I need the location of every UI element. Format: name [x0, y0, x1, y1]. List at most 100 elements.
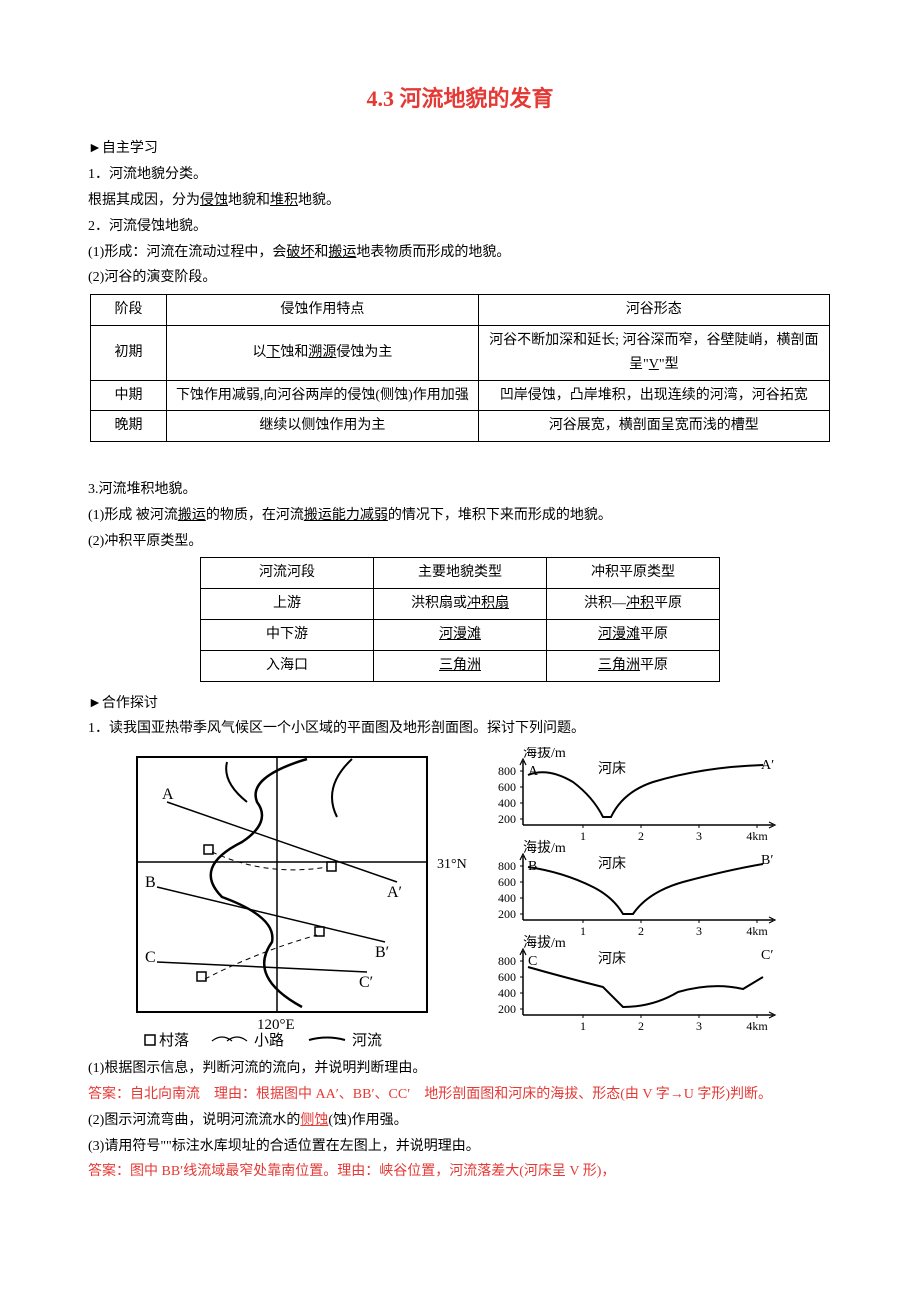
text: 地貌和 — [228, 193, 270, 208]
lat-label-container: 31°N — [441, 747, 479, 1047]
td: 三角洲平原 — [547, 650, 720, 681]
legend-river: 河流 — [352, 1032, 382, 1047]
underline: 冲积 — [626, 596, 654, 611]
underline: 堆积 — [270, 193, 298, 208]
svg-text:2: 2 — [638, 924, 644, 938]
text: "型 — [659, 357, 679, 372]
th: 冲积平原类型 — [547, 558, 720, 589]
underline-answer: 侧蚀 — [300, 1113, 328, 1128]
underline: 破坏 — [286, 245, 314, 260]
underline: 搬运能力减弱 — [304, 508, 388, 523]
text: (蚀)作用强。 — [328, 1113, 407, 1128]
a-1-1: 答案：自北向南流 理由：根据图中 AA′、BB′、CC′ 地形剖面图和河床的海拔… — [88, 1083, 860, 1107]
text: 蚀和 — [280, 345, 308, 360]
item-2-label: 2．河流侵蚀地貌。 — [88, 215, 860, 239]
deposition-types-table: 河流河段 主要地貌类型 冲积平原类型 上游 洪积扇或冲积扇 洪积—冲积平原 中下… — [200, 557, 720, 681]
text: 洪积— — [584, 596, 626, 611]
svg-text:海拔/m: 海拔/m — [523, 747, 566, 761]
svg-text:600: 600 — [498, 780, 516, 794]
item-2-1: (1)形成：河流在流动过程中，会破坏和搬运地表物质而形成的地貌。 — [88, 241, 860, 265]
label-A: A — [162, 786, 174, 803]
text: (1)形成 被河流 — [88, 508, 178, 523]
svg-text:A′: A′ — [761, 758, 774, 773]
label-C2: C′ — [359, 974, 373, 991]
svg-text:200: 200 — [498, 907, 516, 921]
underline: 搬运 — [178, 508, 206, 523]
item-3-label: 3.河流堆积地貌。 — [88, 478, 860, 502]
underline: 下 — [266, 345, 280, 360]
svg-text:600: 600 — [498, 970, 516, 984]
svg-text:1: 1 — [580, 829, 586, 843]
svg-text:2: 2 — [638, 829, 644, 843]
underline: V — [649, 357, 659, 372]
td: 继续以侧蚀作用为主 — [167, 411, 479, 442]
svg-text:1: 1 — [580, 924, 586, 938]
text: 地表物质而形成的地貌。 — [356, 245, 510, 260]
td: 入海口 — [201, 650, 374, 681]
text: 根据其成因，分为 — [88, 193, 200, 208]
table-row: 上游 洪积扇或冲积扇 洪积—冲积平原 — [201, 589, 720, 620]
q-1-3: (3)请用符号""标注水库坝址的合适位置在左图上，并说明理由。 — [88, 1135, 860, 1159]
th: 河谷形态 — [478, 295, 829, 326]
table-row: 晚期 继续以侧蚀作用为主 河谷展宽，横剖面呈宽而浅的槽型 — [91, 411, 830, 442]
a-1-3: 答案：图中 BB′线流域最窄处靠南位置。理由：峡谷位置，河流落差大(河床呈 V … — [88, 1160, 860, 1184]
td: 河谷展宽，横剖面呈宽而浅的槽型 — [478, 411, 829, 442]
text: 平原 — [640, 627, 668, 642]
diagram-container: A A′ B B′ C C′ 120°E 村落 小路 河流 31°N 海拔/m 8… — [60, 747, 860, 1047]
text: (1)形成：河流在流动过程中，会 — [88, 245, 286, 260]
text: (2)图示河流弯曲，说明河流流水的 — [88, 1113, 300, 1128]
legend-road: 小路 — [254, 1032, 284, 1047]
svg-text:400: 400 — [498, 891, 516, 905]
svg-text:3: 3 — [696, 924, 702, 938]
table-header-row: 河流河段 主要地貌类型 冲积平原类型 — [201, 558, 720, 589]
underline: 冲积扇 — [467, 596, 509, 611]
text: 以 — [252, 345, 266, 360]
svg-text:B′: B′ — [761, 853, 773, 868]
svg-text:B: B — [528, 859, 537, 874]
svg-text:800: 800 — [498, 859, 516, 873]
text: 和 — [314, 245, 328, 260]
self-study-heading: ►自主学习 — [88, 137, 860, 161]
q-1-1: (1)根据图示信息，判断河流的流向，并说明判断理由。 — [88, 1057, 860, 1081]
coop-heading: ►合作探讨 — [88, 692, 860, 716]
underline: 三角洲 — [439, 658, 481, 673]
svg-text:4km: 4km — [746, 924, 768, 938]
answer-label: 答案： — [88, 1164, 130, 1179]
coop-q1: 1．读我国亚热带季风气候区一个小区域的平面图及地形剖面图。探讨下列问题。 — [88, 717, 860, 741]
td: 中期 — [91, 380, 167, 411]
td: 初期 — [91, 325, 167, 380]
svg-text:800: 800 — [498, 954, 516, 968]
underline: 溯源 — [308, 345, 336, 360]
svg-text:200: 200 — [498, 1002, 516, 1016]
profile-charts: 海拔/m8006004002001234kmAA′河床海拔/m800600400… — [483, 747, 793, 1047]
th: 阶段 — [91, 295, 167, 326]
svg-text:河床: 河床 — [598, 856, 626, 872]
td: 下蚀作用减弱,向河谷两岸的侵蚀(侧蚀)作用加强 — [167, 380, 479, 411]
page-title: 4.3 河流地貌的发育 — [60, 80, 860, 117]
item-1-text: 根据其成因，分为侵蚀地貌和堆积地貌。 — [88, 189, 860, 213]
svg-text:C: C — [528, 954, 537, 969]
text: 平原 — [654, 596, 682, 611]
th: 侵蚀作用特点 — [167, 295, 479, 326]
label-A2: A′ — [387, 884, 402, 901]
answer-text: 图中 BB′线流域最窄处靠南位置。理由：峡谷位置，河流落差大(河床呈 V 形)， — [130, 1164, 615, 1179]
text: 地貌。 — [298, 193, 340, 208]
svg-text:4km: 4km — [746, 1019, 768, 1033]
td: 凹岸侵蚀，凸岸堆积，出现连续的河湾，河谷拓宽 — [478, 380, 829, 411]
th: 主要地貌类型 — [374, 558, 547, 589]
svg-text:800: 800 — [498, 764, 516, 778]
label-B2: B′ — [375, 944, 389, 961]
table-row: 初期 以下蚀和溯源侵蚀为主 河谷不断加深和延长; 河谷深而窄，谷壁陡峭，横剖面呈… — [91, 325, 830, 380]
th: 河流河段 — [201, 558, 374, 589]
table-row: 中期 下蚀作用减弱,向河谷两岸的侵蚀(侧蚀)作用加强 凹岸侵蚀，凸岸堆积，出现连… — [91, 380, 830, 411]
td: 晚期 — [91, 411, 167, 442]
td: 三角洲 — [374, 650, 547, 681]
plan-map-diagram: A A′ B B′ C C′ 120°E 村落 小路 河流 — [127, 747, 437, 1047]
td: 洪积—冲积平原 — [547, 589, 720, 620]
legend-village: 村落 — [159, 1032, 189, 1047]
table-header-row: 阶段 侵蚀作用特点 河谷形态 — [91, 295, 830, 326]
svg-text:600: 600 — [498, 875, 516, 889]
svg-text:3: 3 — [696, 1019, 702, 1033]
label-B: B — [145, 874, 156, 891]
underline: 河漫滩 — [598, 627, 640, 642]
